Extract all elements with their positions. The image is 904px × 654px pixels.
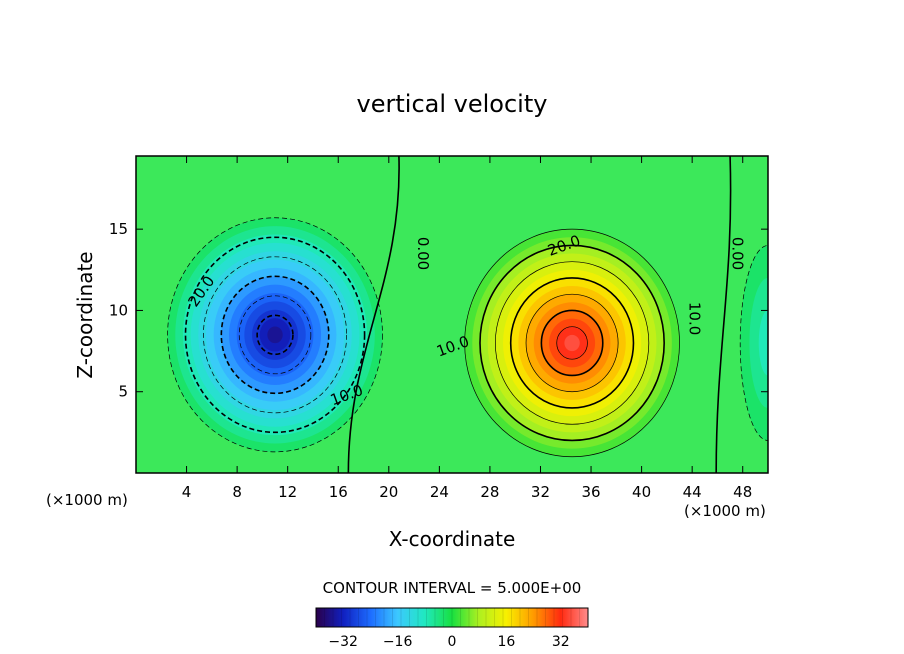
contour-line xyxy=(184,236,366,434)
contour-line xyxy=(509,277,635,409)
contour-line xyxy=(167,217,383,453)
colorbar-tick-label: −16 xyxy=(383,634,413,650)
x-tick-label: 24 xyxy=(430,483,449,501)
contour-line xyxy=(556,326,588,360)
y-tick-label: 10 xyxy=(109,301,128,319)
velocity-field xyxy=(167,217,768,457)
contour-label: 0.00 xyxy=(414,237,432,270)
x-tick-label: 8 xyxy=(232,483,242,501)
x-tick-label: 40 xyxy=(632,483,651,501)
x-axis-label: X-coordinate xyxy=(389,527,516,551)
x-tick-label: 44 xyxy=(683,483,702,501)
contour-lines xyxy=(167,156,768,473)
colorbar-tick-label: −32 xyxy=(328,634,358,650)
contour-line xyxy=(525,293,619,393)
contour-line xyxy=(238,295,312,375)
contour-label: 0.00 xyxy=(729,237,747,270)
contour-line xyxy=(494,261,650,425)
x-tick-label: 12 xyxy=(278,483,297,501)
contour-line xyxy=(540,309,604,377)
x-tick-label: 16 xyxy=(329,483,348,501)
x-tick-label: 4 xyxy=(182,483,192,501)
x-tick-label: 48 xyxy=(733,483,752,501)
x-unit-left: (×1000 m) xyxy=(46,491,128,509)
x-unit-right: (×1000 m) xyxy=(684,502,766,520)
colorbar-steps xyxy=(315,608,589,627)
field-level xyxy=(758,310,768,376)
contour-label: 10.0 xyxy=(686,302,704,335)
zero-contour-line xyxy=(715,156,732,473)
zero-contour-line xyxy=(347,156,400,473)
chart-title: vertical velocity xyxy=(357,90,548,118)
colorbar-tick-label: 32 xyxy=(552,634,570,650)
x-tick-label: 20 xyxy=(379,483,398,501)
contour-line xyxy=(464,228,680,458)
contour-line xyxy=(220,275,330,395)
x-tick-label: 32 xyxy=(531,483,550,501)
y-tick-label: 5 xyxy=(118,383,128,401)
contour-line xyxy=(203,256,348,414)
x-tick-label: 36 xyxy=(581,483,600,501)
contour-interval-text: CONTOUR INTERVAL = 5.000E+00 xyxy=(323,579,582,597)
x-tick-label: 28 xyxy=(480,483,499,501)
colorbar-tick-label: 16 xyxy=(497,634,515,650)
contour-line xyxy=(739,245,768,441)
contour-line xyxy=(256,314,294,356)
field-level xyxy=(267,326,283,344)
y-tick-label: 15 xyxy=(109,220,128,238)
contour-line xyxy=(479,244,665,442)
y-axis-label: Z-coordinate xyxy=(73,251,97,378)
x-axis-ticks: 4 8 12 16 20 24 28 32 36 40 44 48 xyxy=(182,156,752,501)
y-axis-ticks: 5 10 15 xyxy=(109,220,768,401)
plot-frame xyxy=(135,155,769,474)
field-level xyxy=(564,334,580,352)
colorbar xyxy=(315,607,589,628)
colorbar-ticks: −32 −16 0 16 32 xyxy=(328,634,569,650)
colorbar-tick-label: 0 xyxy=(448,634,457,650)
